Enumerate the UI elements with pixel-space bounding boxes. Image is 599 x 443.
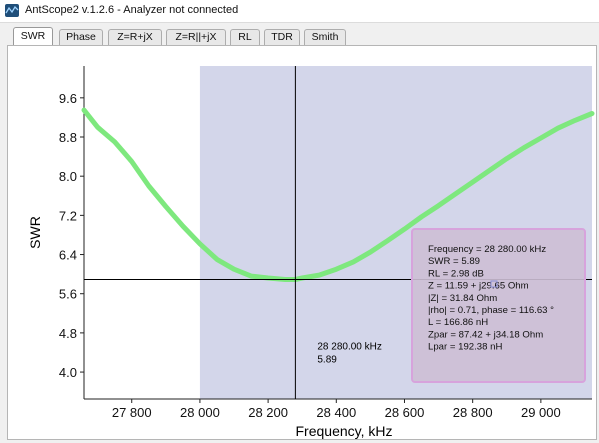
info-line: |Z| = 31.84 Ohm (428, 293, 497, 304)
tab-z-series[interactable]: Z=R+jX (108, 29, 162, 45)
x-tick-label: 27 800 (112, 405, 152, 420)
tab-smith[interactable]: Smith (304, 29, 346, 45)
tab-swr[interactable]: SWR (13, 27, 53, 46)
y-tick-label: 4.8 (59, 326, 77, 341)
cursor-swr-label: 5.89 (317, 355, 337, 366)
cursor-frequency-label: 28 280.00 kHz (317, 342, 382, 353)
x-tick-label: 28 000 (180, 405, 220, 420)
info-line: RL = 2.98 dB (428, 268, 484, 279)
info-line: Lpar = 192.38 nH (428, 342, 502, 353)
tab-z-parallel[interactable]: Z=R||+jX (166, 29, 226, 45)
info-line: |rho| = 0.71, phase = 116.63 ° (428, 305, 554, 316)
swr-chart[interactable]: 4.0 4.8 5.6 6.4 7.2 8.0 8.8 9.6 27 800 28 000 28 2… (8, 46, 596, 439)
info-line: Z = 11.59 + j29.65 Ohm (428, 281, 529, 292)
app-icon (5, 4, 19, 17)
title-bar: AntScope2 v.1.2.6 - Analyzer not connect… (0, 0, 599, 23)
x-axis-label: Frequency, kHz (296, 423, 393, 439)
y-tick-label: 8.0 (59, 169, 77, 184)
y-tick-label: 7.2 (59, 208, 77, 223)
info-line: Zpar = 87.42 + j34.18 Ohm (428, 329, 543, 340)
x-tick-label: 28 600 (385, 405, 425, 420)
x-tick-label: 28 400 (316, 405, 356, 420)
tab-bar: SWR Phase Z=R+jX Z=R||+jX RL TDR Smith (0, 26, 599, 46)
info-line: Frequency = 28 280.00 kHz (428, 244, 546, 255)
y-tick-label: 6.4 (59, 248, 77, 263)
x-tick-label: 28 800 (453, 405, 493, 420)
tab-rl[interactable]: RL (230, 29, 260, 45)
tab-tdr[interactable]: TDR (264, 29, 300, 45)
tab-phase[interactable]: Phase (59, 29, 103, 45)
swr-curve (81, 107, 595, 282)
info-line: SWR = 5.89 (428, 256, 480, 267)
chart-panel: 4.0 4.8 5.6 6.4 7.2 8.0 8.8 9.6 27 800 28 000 28 2… (7, 45, 597, 440)
y-tick-label: 4.0 (59, 365, 77, 380)
y-tick-label: 8.8 (59, 130, 77, 145)
y-tick-label: 9.6 (59, 91, 77, 106)
y-axis-label: SWR (27, 216, 43, 249)
cursor-handle-icon[interactable] (490, 280, 498, 288)
x-tick-label: 28 200 (248, 405, 288, 420)
x-tick-label: 29 000 (521, 405, 561, 420)
info-line: L = 166.86 nH (428, 317, 488, 328)
window-title: AntScope2 v.1.2.6 - Analyzer not connect… (25, 4, 239, 16)
info-box (411, 228, 586, 383)
y-tick-label: 5.6 (59, 287, 77, 302)
